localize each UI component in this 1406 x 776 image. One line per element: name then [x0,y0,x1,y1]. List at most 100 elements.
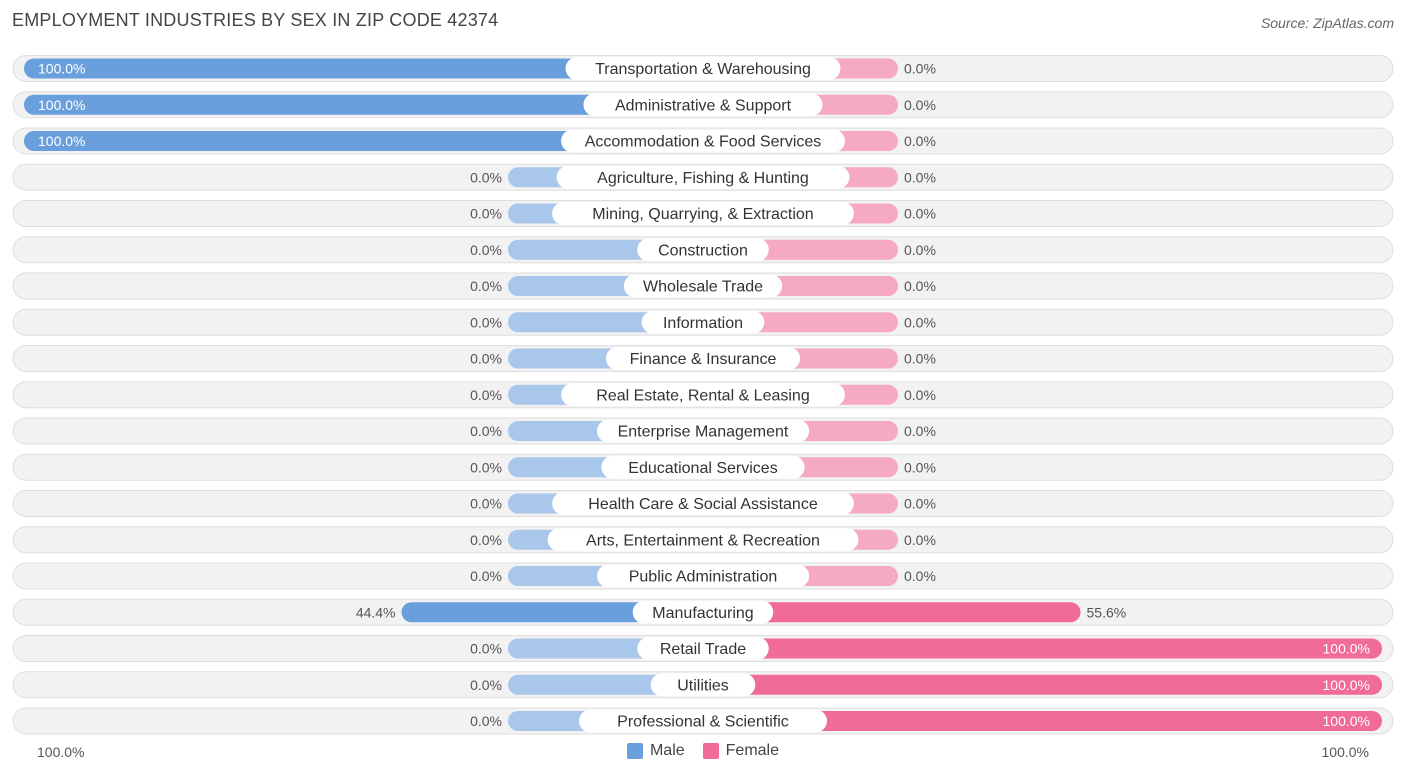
female-value-label: 0.0% [904,169,936,185]
female-bar[interactable] [703,674,1382,695]
category-label-pill [547,528,859,552]
male-value-label: 44.4% [356,604,396,620]
female-value-label: 0.0% [904,314,936,330]
source-label: Source: ZipAtlas.com [1260,15,1394,31]
category-label-pill [579,709,827,733]
female-value-label: 100.0% [1323,713,1370,729]
female-swatch [702,743,719,759]
category-label: Health Care & Social Assistance [588,496,818,513]
category-label-pill [637,637,769,660]
male-value-label: 0.0% [470,242,502,258]
male-value-label: 0.0% [470,314,502,330]
chart-row: 0.0% 100.0% Professional & Scientific [12,707,1394,735]
chart-row: 0.0% 100.0% Utilities [12,671,1394,699]
female-value-label: 0.0% [904,351,936,367]
chart-row: 0.0% 0.0% Educational Services [12,453,1394,481]
category-label: Information [663,315,743,332]
female-value-label: 0.0% [904,61,936,77]
category-label: Construction [658,242,748,259]
diverging-bar-chart: 100.0% 0.0% Transportation & Warehousing 10… [12,55,1394,735]
female-value-label: 0.0% [904,532,936,548]
female-value-label: 0.0% [904,568,936,584]
category-label-pill [641,310,765,334]
category-label-pill [561,383,845,407]
chart-row: 0.0% 0.0% Mining, Quarrying, & Extraction [12,200,1394,227]
female-bar[interactable] [703,602,1081,623]
male-value-label: 0.0% [470,206,502,222]
category-label: Enterprise Management [618,424,789,441]
male-bar[interactable] [401,602,703,623]
category-label: Professional & Scientific [617,714,789,731]
axis-right-label: 100.0% [1321,744,1369,760]
category-label: Utilities [677,677,729,694]
category-label: Accommodation & Food Services [585,134,822,151]
category-label-pill [596,564,810,588]
chart-row: 0.0% 0.0% Construction [12,236,1394,264]
male-value-label: 0.0% [470,278,502,294]
female-value-label: 0.0% [904,459,936,475]
male-value-label: 100.0% [38,133,85,149]
category-label: Mining, Quarrying, & Extraction [592,206,813,223]
category-label: Administrative & Support [615,97,792,114]
male-value-label: 0.0% [470,496,502,512]
chart-row: 0.0% 0.0% Finance & Insurance [12,345,1394,372]
chart-row: 0.0% 0.0% Real Estate, Rental & Leasing [12,381,1394,409]
male-value-label: 0.0% [470,169,502,185]
category-label: Finance & Insurance [630,351,777,368]
chart-title: EMPLOYMENT INDUSTRIES BY SEX IN ZIP CODE… [12,10,499,30]
chart-row: 0.0% 0.0% Public Administration [12,562,1394,590]
chart-row: 0.0% 0.0% Agriculture, Fishing & Hunting [12,163,1394,191]
category-label-pill [583,93,823,117]
category-label: Retail Trade [660,641,746,658]
category-label: Arts, Entertainment & Recreation [586,532,820,549]
category-label: Wholesale Trade [643,279,763,296]
chart-row: 100.0% 0.0% Administrative & Support [12,91,1394,119]
category-label-pill [556,165,850,189]
male-swatch [626,743,643,759]
male-bar[interactable] [24,131,703,151]
legend-item-female[interactable]: Female [702,742,780,760]
legend-item-male[interactable]: Male [626,742,685,760]
chart-row: 0.0% 0.0% Health Care & Social Assistance [12,490,1394,517]
male-value-label: 0.0% [470,387,502,403]
female-value-label: 0.0% [904,423,936,439]
category-label: Public Administration [629,569,778,586]
male-value-label: 100.0% [38,97,85,113]
male-value-label: 0.0% [470,351,502,367]
category-label-pill [565,57,841,80]
female-bar[interactable] [703,638,1382,659]
chart-row: 0.0% 100.0% Retail Trade [12,635,1394,662]
category-label-pill [561,129,845,153]
chart-row: 0.0% 0.0% Information [12,308,1394,336]
category-label: Transportation & Warehousing [595,61,811,78]
male-value-label: 0.0% [470,677,502,693]
axis-left-label: 100.0% [37,744,85,760]
chart-row: 100.0% 0.0% Transportation & Warehousing [12,55,1394,82]
category-label-pill [552,202,854,225]
category-label: Manufacturing [652,605,753,622]
chart-row: 100.0% 0.0% Accommodation & Food Services [12,127,1394,155]
female-bar[interactable] [703,711,1382,731]
male-bar[interactable] [24,94,703,115]
female-value-label: 100.0% [1323,641,1370,657]
male-bar[interactable] [24,58,703,79]
male-value-label: 0.0% [470,532,502,548]
category-label-pill [552,492,854,515]
male-value-label: 0.0% [470,568,502,584]
category-label-pill [596,419,810,443]
female-value-label: 0.0% [904,206,936,222]
male-value-label: 0.0% [470,713,502,729]
female-value-label: 100.0% [1323,677,1370,693]
category-label-pill [632,600,774,624]
legend-male-label: Male [649,742,685,759]
chart-row: 0.0% 0.0% Wholesale Trade [12,272,1394,300]
category-label: Agriculture, Fishing & Hunting [597,170,809,187]
female-value-label: 0.0% [904,387,936,403]
female-value-label: 55.6% [1087,604,1127,620]
female-value-label: 0.0% [904,242,936,258]
chart-row: 44.4% 55.6% Manufacturing [12,598,1394,626]
category-label-pill [623,274,783,298]
legend-female-label: Female [725,742,780,759]
legend: Male Female [0,742,1406,760]
male-value-label: 0.0% [470,641,502,657]
